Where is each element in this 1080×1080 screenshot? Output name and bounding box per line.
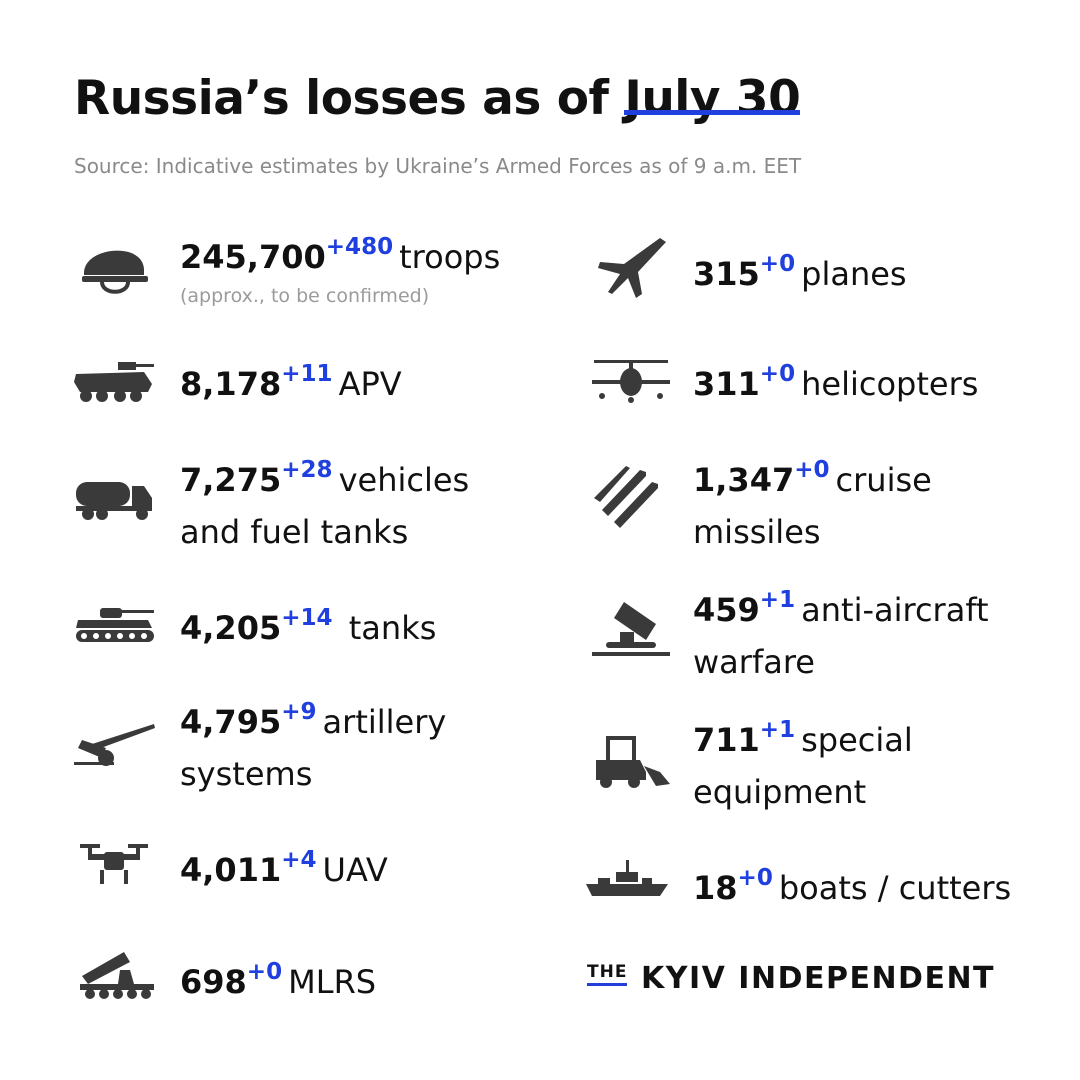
drone-icon xyxy=(80,844,148,884)
jet-icon xyxy=(598,238,666,298)
mlrs-icon xyxy=(80,952,154,999)
brand-the: THE xyxy=(587,962,628,986)
troops-label: troops xyxy=(399,238,501,276)
vehicles-label: vehicles xyxy=(338,461,470,499)
boats-label: boats / cutters xyxy=(778,869,1012,907)
stat-mlrs: 698+0 MLRS xyxy=(180,958,376,1010)
helicopters-label: helicopters xyxy=(801,365,979,403)
uav-value: 4,011 xyxy=(180,851,282,889)
artillery-label-2: systems xyxy=(180,755,313,793)
cruise-missiles-delta: +0 xyxy=(794,457,830,484)
boats-value: 18 xyxy=(693,869,738,907)
cruise-missiles-label-2: missiles xyxy=(693,513,821,551)
artillery-value: 4,795 xyxy=(180,703,282,741)
anti-aircraft-value: 459 xyxy=(693,591,760,629)
loader-icon xyxy=(596,736,670,788)
apv-delta: +11 xyxy=(281,361,333,388)
stat-troops: 245,700+480 troops (approx., to be confirm… xyxy=(180,233,500,307)
anti-aircraft-icon xyxy=(592,602,670,656)
special-equipment-label-2: equipment xyxy=(693,773,867,811)
planes-label: planes xyxy=(801,255,907,293)
troops-delta: +480 xyxy=(325,234,394,261)
stat-tanks: 4,205+14 tanks xyxy=(180,604,436,656)
planes-delta: +0 xyxy=(759,251,796,278)
vehicles-value: 7,275 xyxy=(180,461,282,499)
stat-helicopters: 311+0 helicopters xyxy=(693,360,978,412)
mlrs-label: MLRS xyxy=(288,963,377,1001)
cruise-missiles-value: 1,347 xyxy=(693,461,795,499)
brand-name: KYIV INDEPENDENT xyxy=(641,961,996,996)
planes-value: 315 xyxy=(693,255,760,293)
troops-note: (approx., to be confirmed) xyxy=(180,285,430,307)
stat-vehicles: 7,275+28 vehicles and fuel tanks xyxy=(180,456,469,556)
stat-special-equipment: 711+1 special equipment xyxy=(693,716,913,816)
stat-uav: 4,011+4 UAV xyxy=(180,846,388,898)
boats-delta: +0 xyxy=(737,865,773,892)
vehicles-delta: +28 xyxy=(281,457,333,484)
stat-planes: 315+0 planes xyxy=(693,250,907,302)
tanks-delta: +14 xyxy=(281,605,333,632)
apv-icon xyxy=(74,362,154,402)
tank-icon xyxy=(76,608,154,642)
helmet-icon xyxy=(82,250,148,294)
fuel-truck-icon xyxy=(76,482,152,520)
tanks-label: tanks xyxy=(348,609,437,647)
page-title: Russia’s losses as of July 30 xyxy=(74,71,801,126)
title-date: July 30 xyxy=(624,71,801,126)
helicopters-delta: +0 xyxy=(759,361,796,388)
warship-icon xyxy=(586,860,668,896)
artillery-delta: +9 xyxy=(281,699,317,726)
anti-aircraft-label-2: warfare xyxy=(693,643,815,681)
uav-delta: +4 xyxy=(281,847,317,874)
mlrs-delta: +0 xyxy=(246,959,283,986)
stat-apv: 8,178+11 APV xyxy=(180,360,402,412)
source-note: Source: Indicative estimates by Ukraine’… xyxy=(74,154,802,178)
anti-aircraft-label: anti-aircraft xyxy=(801,591,989,629)
helicopters-value: 311 xyxy=(693,365,760,403)
stat-artillery: 4,795+9 artillery systems xyxy=(180,698,446,798)
uav-label: UAV xyxy=(322,851,388,889)
artillery-icon xyxy=(74,724,155,766)
stat-boats: 18+0 boats / cutters xyxy=(693,864,1011,916)
special-equipment-label: special xyxy=(801,721,913,759)
helicopter-icon xyxy=(592,360,670,403)
artillery-label: artillery xyxy=(322,703,447,741)
title-main: Russia’s losses as of xyxy=(74,71,609,126)
apv-label: APV xyxy=(338,365,402,403)
missiles-icon xyxy=(594,466,658,528)
vehicles-label-2: and fuel tanks xyxy=(180,513,409,551)
special-equipment-delta: +1 xyxy=(759,717,796,744)
apv-value: 8,178 xyxy=(180,365,282,403)
tanks-value: 4,205 xyxy=(180,609,282,647)
stat-cruise-missiles: 1,347+0 cruise missiles xyxy=(693,456,932,556)
stat-anti-aircraft: 459+1 anti-aircraft warfare xyxy=(693,586,989,686)
special-equipment-value: 711 xyxy=(693,721,760,759)
cruise-missiles-label: cruise xyxy=(835,461,932,499)
anti-aircraft-delta: +1 xyxy=(759,587,796,614)
troops-value: 245,700 xyxy=(180,238,326,276)
mlrs-value: 698 xyxy=(180,963,247,1001)
